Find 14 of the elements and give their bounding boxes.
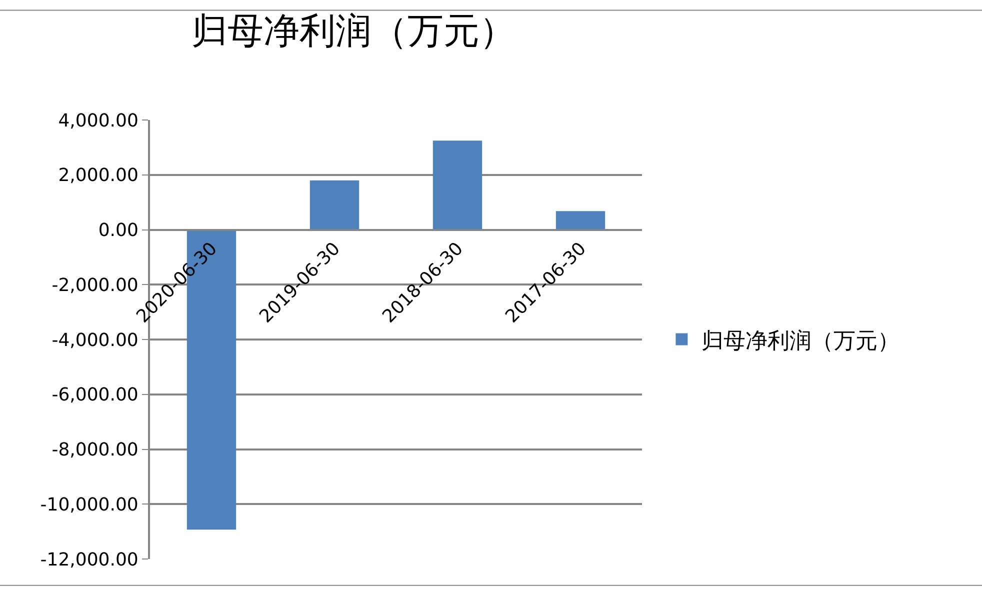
y-tick-label: -2,000.00 [52,274,138,296]
y-tick-label: -10,000.00 [40,494,138,516]
y-tick-label: 0.00 [98,220,138,242]
bar [556,211,606,230]
bar [310,180,360,230]
y-tick-label: 4,000.00 [58,110,138,132]
chart-title: 归母净利润（万元） [192,11,516,52]
legend-label: 归母净利润（万元） [702,328,900,354]
y-tick-label: -6,000.00 [52,384,138,406]
y-tick-label: -12,000.00 [40,549,138,570]
y-tick-label: -8,000.00 [52,440,138,461]
bar [432,140,482,230]
y-tick-label: -4,000.00 [52,330,138,351]
y-tick-label: 2,000.00 [58,165,138,186]
